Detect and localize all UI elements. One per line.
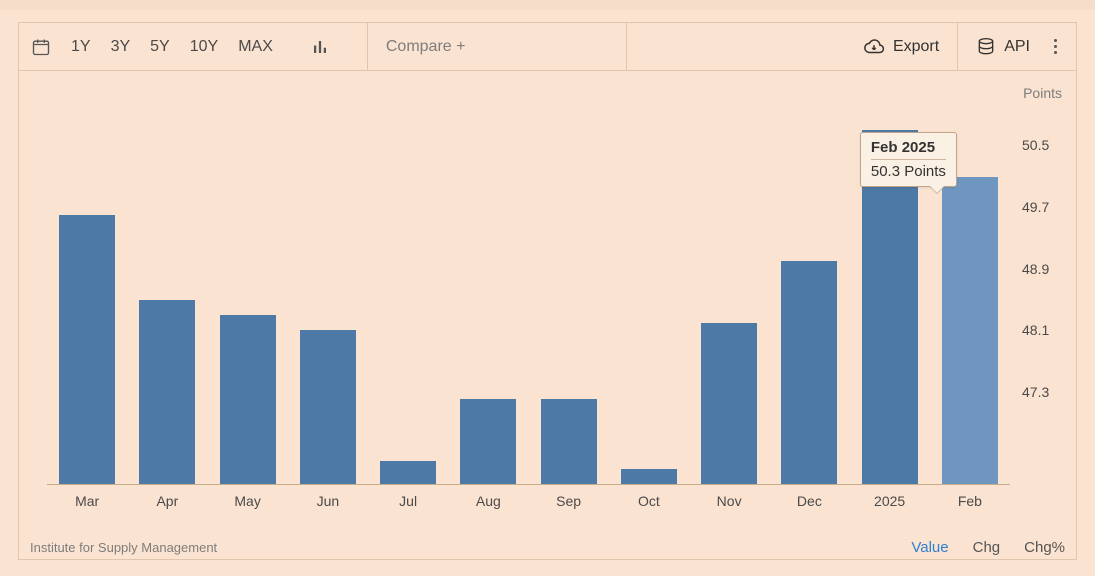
plot-region: Feb 2025 50.3 Points — [47, 115, 1010, 485]
footer: Institute for Supply Management Value Chg… — [30, 539, 1065, 556]
chart-widget: 1Y 3Y 5Y 10Y MAX Compare + Export — [0, 0, 1095, 576]
export-button[interactable]: Export — [863, 23, 958, 70]
compare-placeholder: Compare + — [386, 38, 466, 56]
x-tick-label: Nov — [689, 493, 769, 509]
footer-tab-chg[interactable]: Chg — [973, 539, 1001, 556]
bar-Feb[interactable] — [942, 177, 998, 485]
bar-Mar[interactable] — [59, 215, 115, 484]
y-tick-label: 48.9 — [1022, 261, 1049, 277]
cloud-download-icon — [863, 36, 885, 58]
source-attribution: Institute for Supply Management — [30, 540, 217, 555]
bar-Dec[interactable] — [781, 261, 837, 484]
time-range-selector: 1Y 3Y 5Y 10Y MAX — [71, 38, 273, 56]
api-button[interactable]: API — [976, 37, 1030, 57]
x-tick-label: Mar — [47, 493, 127, 509]
range-10y[interactable]: 10Y — [190, 38, 218, 56]
bar-Oct[interactable] — [621, 469, 677, 484]
tooltip-title: Feb 2025 — [871, 139, 946, 160]
bar-slot[interactable] — [529, 115, 609, 484]
bar-Sep[interactable] — [541, 399, 597, 484]
bar-Apr[interactable] — [139, 300, 195, 485]
y-axis-unit: Points — [1023, 85, 1062, 101]
x-tick-label: Dec — [769, 493, 849, 509]
bar-Aug[interactable] — [460, 399, 516, 484]
bar-slot[interactable] — [288, 115, 368, 484]
tooltip-value: 50.3 Points — [871, 163, 946, 180]
x-tick-label: 2025 — [850, 493, 930, 509]
chart-area: Points Feb 2025 50.3 Points 47.348.148.9… — [33, 91, 1062, 513]
x-tick-label: Jun — [288, 493, 368, 509]
bar-May[interactable] — [220, 315, 276, 484]
overflow-menu-icon[interactable] — [1046, 39, 1064, 54]
range-5y[interactable]: 5Y — [150, 38, 170, 56]
y-tick-label: 49.7 — [1022, 199, 1049, 215]
bar-slot[interactable] — [769, 115, 849, 484]
bar-slot[interactable] — [208, 115, 288, 484]
bar-slot[interactable] — [448, 115, 528, 484]
range-3y[interactable]: 3Y — [111, 38, 131, 56]
x-axis-labels: MarAprMayJunJulAugSepOctNovDec2025Feb — [47, 493, 1010, 509]
x-tick-label: Jul — [368, 493, 448, 509]
x-tick-label: Apr — [127, 493, 207, 509]
footer-tab-value[interactable]: Value — [911, 539, 948, 556]
x-tick-label: Oct — [609, 493, 689, 509]
bar-slot[interactable] — [609, 115, 689, 484]
api-label: API — [1004, 38, 1030, 56]
x-tick-label: May — [208, 493, 288, 509]
footer-tab-chgpct[interactable]: Chg% — [1024, 539, 1065, 556]
bar-slot[interactable] — [689, 115, 769, 484]
footer-tabs: Value Chg Chg% — [911, 539, 1065, 556]
toolbar: 1Y 3Y 5Y 10Y MAX Compare + Export — [19, 23, 1076, 71]
tooltip: Feb 2025 50.3 Points — [860, 132, 957, 187]
database-icon — [976, 37, 996, 57]
x-tick-label: Feb — [930, 493, 1010, 509]
bar-Jun[interactable] — [300, 330, 356, 484]
bar-Jul[interactable] — [380, 461, 436, 484]
bar-Nov[interactable] — [701, 323, 757, 484]
export-label: Export — [893, 38, 939, 56]
y-tick-label: 48.1 — [1022, 322, 1049, 338]
decorative-top-band — [0, 0, 1095, 10]
range-1y[interactable]: 1Y — [71, 38, 91, 56]
y-tick-label: 50.5 — [1022, 137, 1049, 153]
panel: 1Y 3Y 5Y 10Y MAX Compare + Export — [18, 22, 1077, 560]
bar-slot[interactable] — [127, 115, 207, 484]
chart-type-icon[interactable] — [311, 38, 329, 56]
range-max[interactable]: MAX — [238, 38, 273, 56]
y-axis-ticks: 47.3 48.1 48.9 49.7 50.5 — [1016, 115, 1062, 485]
x-tick-label: Aug — [448, 493, 528, 509]
calendar-icon[interactable] — [31, 37, 51, 57]
bar-slot[interactable] — [368, 115, 448, 484]
compare-input[interactable]: Compare + — [367, 23, 627, 70]
bar-slot[interactable] — [47, 115, 127, 484]
x-tick-label: Sep — [529, 493, 609, 509]
y-tick-label: 47.3 — [1022, 384, 1049, 400]
